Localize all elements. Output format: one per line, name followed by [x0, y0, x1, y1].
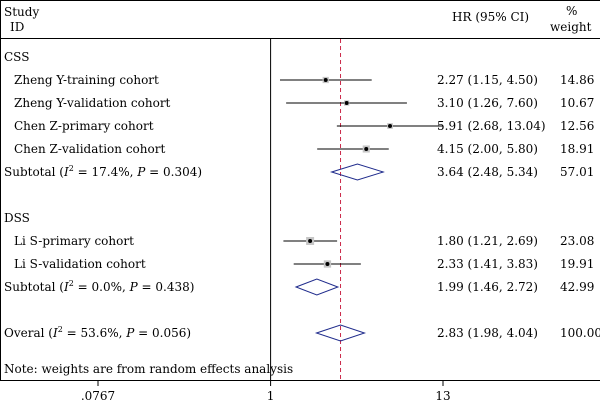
label-prefix: Subtotal (: [4, 280, 64, 294]
column-headers: Study ID HR (95% CI) % weight: [4, 4, 592, 34]
hr-value: 4.15 (2.00, 5.80): [437, 142, 538, 156]
label-prefix: Subtotal (: [4, 165, 64, 179]
group-label: DSS: [4, 211, 30, 225]
point-estimate: [323, 78, 328, 82]
point-estimate: [388, 124, 393, 128]
weight-value: 42.99: [560, 280, 594, 294]
i-squared-power: 2: [69, 164, 74, 173]
study-label: Zheng Y-training cohort: [14, 73, 159, 87]
point-estimate: [308, 239, 313, 243]
subtotal-diamond: [329, 163, 385, 181]
hr-value: 5.91 (2.68, 13.04): [437, 119, 546, 133]
overall-diamond: [314, 324, 367, 342]
header-hr: HR (95% CI): [452, 10, 529, 24]
weight-value: 18.91: [560, 142, 594, 156]
hr-value: 2.83 (1.98, 4.04): [437, 326, 538, 340]
i-squared-symbol: I: [63, 280, 69, 294]
i-squared-symbol: I: [52, 326, 58, 340]
weight-value: 12.56: [560, 119, 594, 133]
weight-value: 100.00: [560, 326, 600, 340]
subtotal-diamond: [294, 278, 340, 296]
p-symbol: P: [136, 165, 146, 179]
rows-layer: CSS Zheng Y-training cohort 2.27 (1.15, 4.…: [4, 50, 600, 376]
header-id: ID: [10, 20, 24, 34]
hr-value: 1.80 (1.21, 2.69): [437, 234, 538, 248]
subtotal-label: Subtotal (I2 = 17.4%, P = 0.304): [4, 164, 202, 179]
x-tick-label: .0767: [81, 389, 115, 403]
i-squared-symbol: I: [63, 165, 69, 179]
weight-value: 10.67: [560, 96, 594, 110]
p-symbol: P: [125, 326, 135, 340]
weight-value: 57.01: [560, 165, 594, 179]
group-label: CSS: [4, 50, 29, 64]
study-label: Li S-primary cohort: [14, 234, 134, 248]
p-value: = 0.304): [145, 165, 202, 179]
heterogeneity-stat: = 53.6%,: [63, 326, 126, 340]
p-symbol: P: [129, 280, 139, 294]
label-prefix: Overal (: [4, 326, 53, 340]
weight-value: 14.86: [560, 73, 594, 87]
subtotal-label: Subtotal (I2 = 0.0%, P = 0.438): [4, 279, 194, 294]
heterogeneity-stat: = 0.0%,: [74, 280, 130, 294]
x-tick-label: 13: [435, 389, 450, 403]
hr-value: 2.27 (1.15, 4.50): [437, 73, 538, 87]
study-label: Zheng Y-validation cohort: [14, 96, 171, 110]
study-label: Chen Z-primary cohort: [14, 119, 154, 133]
x-tick-label: 1: [267, 389, 275, 403]
study-label: Li S-validation cohort: [14, 257, 146, 271]
point-estimate: [325, 262, 330, 266]
weight-value: 23.08: [560, 234, 594, 248]
heterogeneity-stat: = 17.4%,: [74, 165, 137, 179]
plot-frame: [0, 0, 600, 381]
x-axis: .0767 1 13: [81, 381, 451, 403]
weight-value: 19.91: [560, 257, 594, 271]
i-squared-power: 2: [69, 279, 74, 288]
hr-value: 3.10 (1.26, 7.60): [437, 96, 538, 110]
hr-value: 3.64 (2.48, 5.34): [437, 165, 538, 179]
hr-value: 2.33 (1.41, 3.83): [437, 257, 538, 271]
header-percent: %: [566, 4, 577, 18]
footnote: Note: weights are from random effects an…: [4, 362, 293, 376]
p-value: = 0.438): [138, 280, 195, 294]
hr-value: 1.99 (1.46, 2.72): [437, 280, 538, 294]
header-weight: weight: [550, 20, 592, 34]
overall-label: Overal (I2 = 53.6%, P = 0.056): [4, 325, 191, 340]
study-label: Chen Z-validation cohort: [14, 142, 165, 156]
header-study: Study: [4, 5, 39, 19]
point-estimate: [364, 147, 369, 151]
i-squared-power: 2: [58, 325, 63, 334]
point-estimate: [344, 101, 349, 105]
p-value: = 0.056): [134, 326, 191, 340]
